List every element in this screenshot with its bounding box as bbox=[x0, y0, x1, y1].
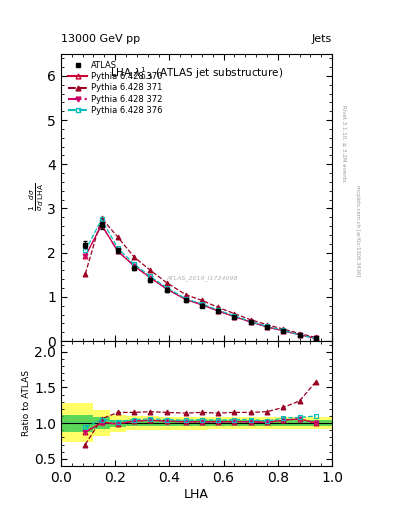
Pythia 6.428 376 bbox=[297, 332, 302, 338]
Line: Pythia 6.428 376: Pythia 6.428 376 bbox=[83, 217, 318, 341]
Pythia 6.428 371 bbox=[216, 304, 220, 310]
Pythia 6.428 372 bbox=[164, 286, 169, 292]
Pythia 6.428 372 bbox=[148, 275, 153, 281]
Pythia 6.428 371 bbox=[281, 326, 286, 332]
Line: Pythia 6.428 370: Pythia 6.428 370 bbox=[83, 222, 318, 341]
Legend: ATLAS, Pythia 6.428 370, Pythia 6.428 371, Pythia 6.428 372, Pythia 6.428 376: ATLAS, Pythia 6.428 370, Pythia 6.428 37… bbox=[65, 58, 166, 118]
Pythia 6.428 372 bbox=[248, 319, 253, 325]
Pythia 6.428 372 bbox=[116, 248, 120, 254]
Text: Jets: Jets bbox=[312, 33, 332, 44]
Pythia 6.428 372 bbox=[232, 314, 237, 320]
Pythia 6.428 371 bbox=[99, 215, 104, 221]
Pythia 6.428 372 bbox=[99, 222, 104, 228]
Pythia 6.428 376 bbox=[148, 273, 153, 280]
Pythia 6.428 370 bbox=[99, 222, 104, 228]
Pythia 6.428 370 bbox=[83, 253, 88, 259]
Line: Pythia 6.428 371: Pythia 6.428 371 bbox=[83, 216, 318, 340]
Text: Rivet 3.1.10, ≥ 3.2M events: Rivet 3.1.10, ≥ 3.2M events bbox=[342, 105, 346, 182]
Pythia 6.428 376 bbox=[99, 217, 104, 223]
Pythia 6.428 376 bbox=[248, 318, 253, 325]
Pythia 6.428 376 bbox=[83, 247, 88, 253]
X-axis label: LHA: LHA bbox=[184, 487, 209, 501]
Pythia 6.428 376 bbox=[314, 335, 318, 342]
Pythia 6.428 376 bbox=[132, 261, 136, 267]
Pythia 6.428 371 bbox=[264, 322, 269, 328]
Pythia 6.428 372 bbox=[314, 335, 318, 342]
Pythia 6.428 372 bbox=[200, 302, 204, 308]
Pythia 6.428 376 bbox=[200, 301, 204, 307]
Pythia 6.428 370 bbox=[264, 324, 269, 330]
Pythia 6.428 371 bbox=[132, 254, 136, 260]
Y-axis label: $\frac{1}{\sigma}\frac{d\sigma}{d\,\mathrm{LHA}}$: $\frac{1}{\sigma}\frac{d\sigma}{d\,\math… bbox=[28, 183, 46, 211]
Pythia 6.428 376 bbox=[183, 295, 188, 302]
Pythia 6.428 371 bbox=[148, 267, 153, 273]
Pythia 6.428 372 bbox=[281, 328, 286, 334]
Pythia 6.428 371 bbox=[83, 271, 88, 277]
Text: LHA $\lambda^1_{0.5}$ (ATLAS jet substructure): LHA $\lambda^1_{0.5}$ (ATLAS jet substru… bbox=[110, 65, 283, 82]
Pythia 6.428 370 bbox=[132, 263, 136, 269]
Pythia 6.428 376 bbox=[232, 313, 237, 319]
Pythia 6.428 372 bbox=[264, 324, 269, 330]
Pythia 6.428 370 bbox=[148, 275, 153, 281]
Pythia 6.428 376 bbox=[164, 285, 169, 291]
Pythia 6.428 372 bbox=[183, 296, 188, 303]
Pythia 6.428 376 bbox=[116, 245, 120, 251]
Pythia 6.428 371 bbox=[164, 280, 169, 286]
Text: ATLAS_2019_I1724098: ATLAS_2019_I1724098 bbox=[166, 275, 238, 281]
Pythia 6.428 371 bbox=[116, 234, 120, 240]
Text: 13000 GeV pp: 13000 GeV pp bbox=[61, 33, 140, 44]
Pythia 6.428 370 bbox=[200, 302, 204, 308]
Pythia 6.428 371 bbox=[183, 291, 188, 297]
Pythia 6.428 372 bbox=[297, 332, 302, 338]
Pythia 6.428 370 bbox=[248, 319, 253, 325]
Pythia 6.428 371 bbox=[314, 334, 318, 340]
Pythia 6.428 370 bbox=[183, 296, 188, 303]
Pythia 6.428 376 bbox=[216, 307, 220, 313]
Pythia 6.428 371 bbox=[232, 311, 237, 317]
Pythia 6.428 370 bbox=[281, 328, 286, 334]
Pythia 6.428 370 bbox=[232, 314, 237, 320]
Line: Pythia 6.428 372: Pythia 6.428 372 bbox=[83, 223, 318, 341]
Text: mcplots.cern.ch [arXiv:1306.3436]: mcplots.cern.ch [arXiv:1306.3436] bbox=[355, 185, 360, 276]
Pythia 6.428 372 bbox=[132, 263, 136, 269]
Pythia 6.428 370 bbox=[216, 308, 220, 314]
Pythia 6.428 370 bbox=[314, 335, 318, 342]
Pythia 6.428 370 bbox=[164, 286, 169, 292]
Pythia 6.428 372 bbox=[216, 308, 220, 314]
Pythia 6.428 372 bbox=[83, 253, 88, 259]
Pythia 6.428 376 bbox=[281, 327, 286, 333]
Pythia 6.428 370 bbox=[297, 332, 302, 338]
Pythia 6.428 371 bbox=[297, 330, 302, 336]
Pythia 6.428 370 bbox=[116, 248, 120, 254]
Pythia 6.428 376 bbox=[264, 324, 269, 330]
Pythia 6.428 371 bbox=[200, 297, 204, 304]
Pythia 6.428 371 bbox=[248, 317, 253, 323]
Y-axis label: Ratio to ATLAS: Ratio to ATLAS bbox=[22, 371, 31, 436]
